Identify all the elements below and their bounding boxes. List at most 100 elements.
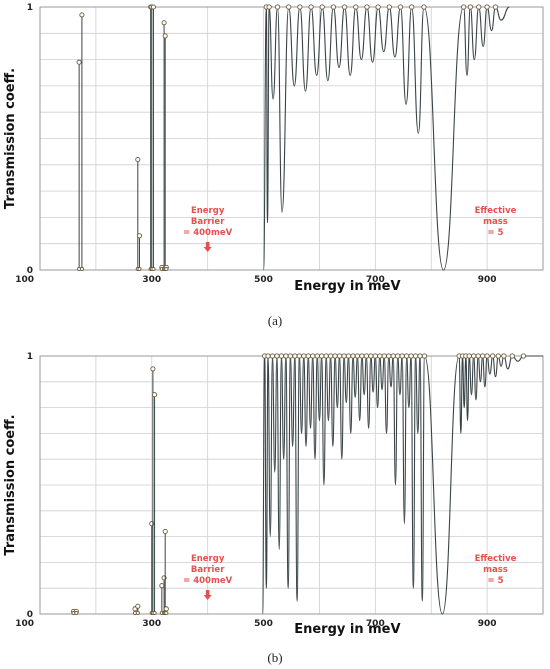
peak-point [479, 353, 486, 359]
peak-point [314, 353, 320, 359]
x-tick-label: 100 [15, 275, 34, 285]
chart-panel-b: 100 300 500 700 900 0 1 Energy in meV Transmissi… [3, 352, 544, 665]
spike-base-point [152, 610, 157, 616]
peak-point [399, 353, 405, 359]
peak-point [319, 353, 325, 359]
peak-point [345, 353, 352, 359]
peak-point [350, 353, 356, 359]
peak-point [283, 353, 289, 359]
peak-point [354, 353, 361, 359]
peak-point [490, 353, 496, 359]
peak-point [466, 353, 472, 359]
spike-point [152, 392, 158, 398]
peak-point [305, 353, 311, 359]
peak-point [341, 4, 348, 10]
x-tick-label: 100 [15, 619, 34, 629]
spike-point [79, 12, 85, 18]
peak-point [364, 4, 370, 10]
peak-point [327, 353, 334, 359]
peak-point [467, 4, 473, 10]
peak-point [395, 353, 401, 359]
arrow-icon [203, 247, 212, 252]
peak-point [412, 353, 419, 359]
spike-base-point [151, 266, 156, 272]
peak-point [330, 4, 337, 10]
peak-point [375, 4, 381, 10]
spike-point [163, 606, 169, 612]
spike-series [70, 366, 169, 616]
annotation-text: mass [483, 217, 508, 227]
annotation-text: mass [483, 565, 508, 575]
peak-point [269, 353, 276, 359]
peak-point [323, 353, 329, 359]
panel-caption: (a) [268, 313, 282, 328]
y-tick-label: 1 [27, 352, 33, 362]
spike-base-point [164, 610, 169, 616]
plot-frame [39, 6, 544, 271]
peak-point [292, 353, 298, 359]
spike-point [159, 583, 165, 589]
peak-point [495, 353, 501, 359]
peak-point [484, 4, 490, 10]
peak-point [332, 353, 338, 359]
peak-point [460, 4, 467, 10]
spike-series [76, 4, 169, 272]
annotation-text: Effective [475, 554, 517, 564]
spike-point [150, 366, 156, 372]
x-tick-label: 300 [142, 275, 161, 285]
peak-point [421, 353, 428, 359]
arrow-icon [203, 595, 212, 600]
x-tick-label: 700 [366, 275, 385, 285]
peak-point [484, 353, 490, 359]
x-tick-label: 500 [254, 619, 273, 629]
annotation-text: = 400meV [183, 576, 232, 586]
peak-point [408, 353, 414, 359]
peak-point [278, 353, 285, 359]
annotation-text: = 5 [487, 228, 503, 238]
peak-point [363, 353, 370, 359]
spike-base-point [137, 266, 142, 272]
peak-point [409, 4, 415, 10]
y-axis-title: Transmission coeff. [3, 68, 18, 209]
x-axis-title: Energy in meV [294, 279, 400, 294]
peak-point [266, 4, 272, 10]
annotation-text: Energy [191, 554, 225, 564]
peak-point [386, 353, 392, 359]
chart-panel-a: 100 300 500 700 900 0 1 Energy in meV Transmissi… [3, 3, 544, 328]
spike-point [136, 233, 143, 239]
y-tick-label: 0 [27, 266, 33, 276]
annotation-text: Barrier [191, 217, 225, 227]
transmission-curve [263, 6, 510, 271]
annotation-text: = 400meV [183, 228, 232, 238]
peak-point [301, 353, 307, 359]
x-tick-label: 300 [142, 619, 161, 629]
spike-point [135, 156, 141, 163]
x-axis-title: Energy in meV [294, 622, 400, 637]
spike-base-point [74, 610, 79, 616]
peak-point [397, 4, 404, 10]
arrow-icon [205, 242, 210, 248]
peak-point [403, 353, 410, 359]
annotation-text: Energy [191, 206, 225, 216]
arrow-icon [205, 590, 210, 596]
peak-point [297, 4, 303, 10]
panel-caption: (b) [267, 650, 282, 665]
peak-point [296, 353, 302, 359]
peak-point [336, 353, 343, 359]
peak-point [476, 4, 482, 10]
spike-base-point [135, 610, 140, 616]
spike-point [161, 20, 167, 26]
spike-point [150, 4, 157, 10]
y-tick-label: 1 [27, 3, 33, 13]
peak-point [377, 353, 383, 359]
annotation-text: Effective [475, 206, 517, 216]
peak-point [310, 353, 316, 359]
peak-point [372, 353, 378, 359]
y-axis-title: Transmission coeff. [3, 414, 18, 555]
spike-point [162, 528, 168, 534]
